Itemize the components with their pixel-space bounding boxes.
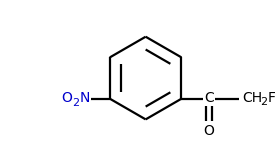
Text: O: O xyxy=(204,124,214,138)
Text: N: N xyxy=(80,91,90,105)
Text: CH: CH xyxy=(242,91,262,105)
Text: 2: 2 xyxy=(72,98,79,108)
Text: F: F xyxy=(268,91,275,105)
Text: O: O xyxy=(61,91,72,105)
Text: C: C xyxy=(204,91,214,105)
Text: 2: 2 xyxy=(260,97,268,107)
